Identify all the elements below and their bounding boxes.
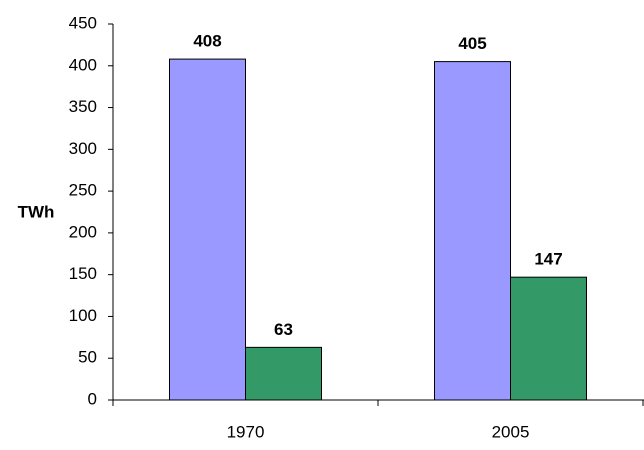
data-label: 63 xyxy=(274,320,293,339)
bar xyxy=(169,58,246,401)
y-axis-label: TWh xyxy=(18,202,55,221)
y-tick-label: 350 xyxy=(69,97,97,116)
data-label: 405 xyxy=(458,34,486,53)
bar xyxy=(245,346,322,401)
y-tick-label: 300 xyxy=(69,139,97,158)
x-tick-label: 1970 xyxy=(227,422,265,441)
bar xyxy=(510,276,587,401)
x-tick-label: 2005 xyxy=(492,422,530,441)
y-tick-label: 50 xyxy=(78,348,97,367)
bar xyxy=(434,61,511,401)
y-tick-label: 450 xyxy=(69,13,97,32)
y-tick-label: 100 xyxy=(69,306,97,325)
y-tick-label: 200 xyxy=(69,222,97,241)
y-tick-label: 400 xyxy=(69,55,97,74)
y-tick-label: 250 xyxy=(69,181,97,200)
y-tick-label: 150 xyxy=(69,264,97,283)
data-label: 408 xyxy=(193,32,221,51)
data-label: 147 xyxy=(534,250,562,269)
y-tick-label: 0 xyxy=(88,389,97,408)
